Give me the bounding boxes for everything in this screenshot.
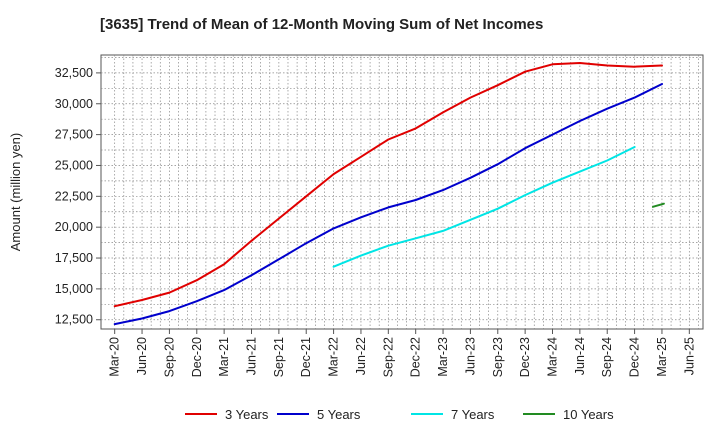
x-tick-label: Sep-24	[600, 337, 614, 377]
series-line-10-years	[651, 202, 665, 208]
x-tick-label: Jun-23	[463, 337, 477, 375]
x-tick-label: Dec-24	[628, 337, 642, 377]
y-tick-label: 17,500	[55, 251, 93, 265]
y-tick-label: 32,500	[55, 66, 93, 80]
x-axis-ticks: Mar-20 Jun-20 Sep-20 Dec-20 Mar-21 Jun-21 Sep-…	[108, 329, 696, 377]
legend-label: 3 Years	[225, 407, 269, 422]
x-tick-label: Jun-22	[354, 337, 368, 375]
legend-label: 10 Years	[563, 407, 614, 422]
series-line-5-years	[113, 83, 663, 326]
y-axis-title: Amount (million yen)	[8, 133, 23, 252]
series-line-3-years	[113, 62, 663, 308]
x-tick-label: Sep-22	[381, 337, 395, 377]
x-tick-label: Mar-24	[546, 337, 560, 377]
y-tick-label: 15,000	[55, 282, 93, 296]
x-tick-label: Mar-20	[108, 337, 122, 377]
y-tick-label: 22,500	[55, 189, 93, 203]
y-tick-label: 27,500	[55, 128, 93, 142]
y-tick-label: 30,000	[55, 97, 93, 111]
x-tick-label: Jun-21	[245, 337, 259, 375]
legend-label: 5 Years	[317, 407, 361, 422]
y-axis-ticks: 12,500 15,000 17,500 20,000 22,500 25,000 27,5…	[55, 66, 101, 327]
x-tick-label: Dec-20	[190, 337, 204, 377]
x-tick-label: Mar-25	[655, 337, 669, 377]
x-tick-label: Dec-22	[409, 337, 423, 377]
y-tick-label: 20,000	[55, 220, 93, 234]
y-tick-label: 12,500	[55, 313, 93, 327]
x-tick-label: Sep-23	[491, 337, 505, 377]
x-tick-label: Sep-20	[162, 337, 176, 377]
x-tick-label: Dec-21	[299, 337, 313, 377]
x-tick-label: Mar-21	[217, 337, 231, 377]
x-tick-label: Dec-23	[518, 337, 532, 377]
y-tick-label: 25,000	[55, 158, 93, 172]
series-lines	[113, 62, 665, 326]
x-tick-label: Sep-21	[272, 337, 286, 377]
x-tick-label: Jun-25	[682, 337, 696, 375]
chart-title: [3635] Trend of Mean of 12-Month Moving …	[100, 16, 544, 33]
plot-area	[100, 54, 704, 330]
legend-label: 7 Years	[451, 407, 495, 422]
legend: 3 Years 5 Years 7 Years 10 Years	[185, 407, 614, 422]
x-tick-label: Mar-23	[436, 337, 450, 377]
x-tick-label: Jun-24	[573, 337, 587, 375]
x-tick-label: Jun-20	[135, 337, 149, 375]
x-tick-label: Mar-22	[327, 337, 341, 377]
series-line-7-years	[332, 146, 636, 268]
